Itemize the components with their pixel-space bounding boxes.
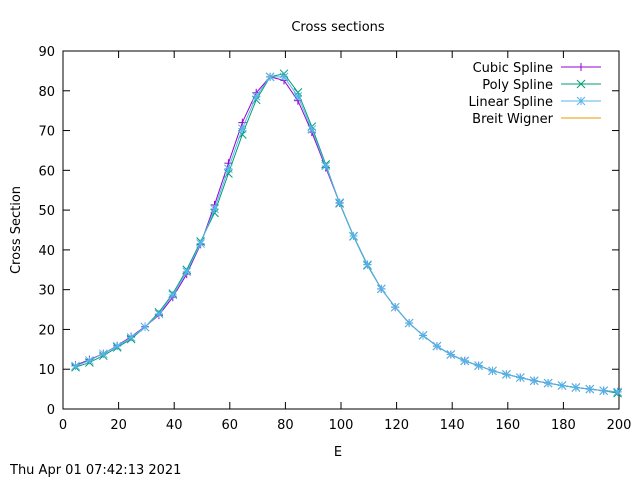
data-point	[349, 231, 358, 241]
x-axis-label: E	[334, 445, 342, 460]
x-tick-label: 40	[166, 418, 183, 433]
data-point	[502, 370, 511, 379]
data-point	[446, 350, 456, 359]
data-point	[196, 239, 205, 248]
x-tick-label: 160	[495, 418, 520, 433]
data-point	[224, 164, 233, 174]
y-axis: 0 10 20 30 40 50 60 70 80 90	[38, 45, 619, 418]
data-point	[321, 161, 331, 171]
series-layer	[71, 69, 622, 398]
data-point	[432, 341, 442, 351]
data-point	[557, 381, 567, 390]
y-tick-label: 80	[38, 85, 55, 100]
data-point	[390, 302, 400, 312]
data-point	[126, 333, 136, 342]
series-linear-spline	[71, 72, 622, 397]
data-point	[404, 318, 414, 328]
data-point	[488, 366, 497, 376]
legend: Cubic Spline Poly Spline Linear Spline Brei…	[469, 61, 601, 127]
legend-item: Linear Spline	[469, 95, 601, 110]
data-point	[293, 91, 303, 101]
x-tick-label: 200	[607, 418, 632, 433]
data-point	[307, 125, 317, 134]
data-point	[182, 267, 192, 277]
legend-item: Breit Wigner	[472, 112, 601, 127]
x-tick-label: 0	[59, 418, 67, 433]
data-point	[112, 341, 122, 351]
chart-title: Cross sections	[291, 20, 385, 35]
x-tick-label: 180	[551, 418, 576, 433]
data-point	[474, 361, 483, 370]
data-point	[571, 383, 581, 392]
data-point	[376, 284, 386, 294]
data-point	[585, 384, 595, 394]
legend-label: Linear Spline	[469, 95, 554, 110]
data-point	[515, 373, 525, 382]
y-tick-label: 60	[38, 164, 55, 179]
data-point	[543, 378, 553, 388]
legend-label: Poly Spline	[482, 78, 553, 93]
data-point	[85, 356, 94, 365]
data-point	[154, 309, 164, 319]
x-tick-label: 140	[440, 418, 465, 433]
y-tick-label: 10	[38, 363, 55, 378]
data-point	[418, 331, 428, 340]
series-line	[75, 76, 618, 393]
legend-item: Poly Spline	[482, 78, 601, 93]
y-tick-label: 70	[38, 125, 55, 140]
data-point	[168, 290, 178, 300]
data-point	[363, 260, 372, 269]
y-tick-label: 30	[38, 284, 55, 299]
y-tick-label: 40	[38, 244, 55, 259]
x-tick-label: 120	[384, 418, 409, 433]
x-tick-label: 20	[110, 418, 127, 433]
data-point	[529, 376, 539, 386]
data-point	[460, 356, 470, 366]
data-point	[265, 72, 275, 82]
data-point	[599, 386, 609, 396]
data-point	[613, 387, 622, 397]
legend-item: Cubic Spline	[473, 61, 601, 76]
x-tick-label: 100	[329, 418, 354, 433]
y-tick-label: 0	[47, 403, 55, 418]
data-point	[237, 124, 247, 133]
legend-label: Cubic Spline	[473, 61, 553, 76]
data-point	[140, 322, 150, 332]
data-point	[335, 198, 344, 207]
timestamp: Thu Apr 01 07:42:13 2021	[10, 463, 182, 478]
data-point	[279, 72, 289, 82]
data-point	[251, 91, 261, 101]
x-axis: 0 20 40 60 80 100 120 140 160 180 200	[59, 51, 632, 433]
x-tick-label: 80	[277, 418, 294, 433]
x-tick-label: 60	[222, 418, 239, 433]
y-axis-label: Cross Section	[9, 186, 24, 274]
data-point	[71, 361, 80, 371]
data-point	[576, 79, 586, 89]
y-tick-label: 20	[38, 323, 55, 338]
data-point	[210, 204, 219, 214]
data-point	[577, 63, 585, 71]
data-point	[98, 349, 108, 359]
data-point	[576, 96, 586, 106]
y-tick-label: 50	[38, 204, 55, 219]
legend-label: Breit Wigner	[472, 112, 553, 127]
y-tick-label: 90	[38, 45, 55, 60]
